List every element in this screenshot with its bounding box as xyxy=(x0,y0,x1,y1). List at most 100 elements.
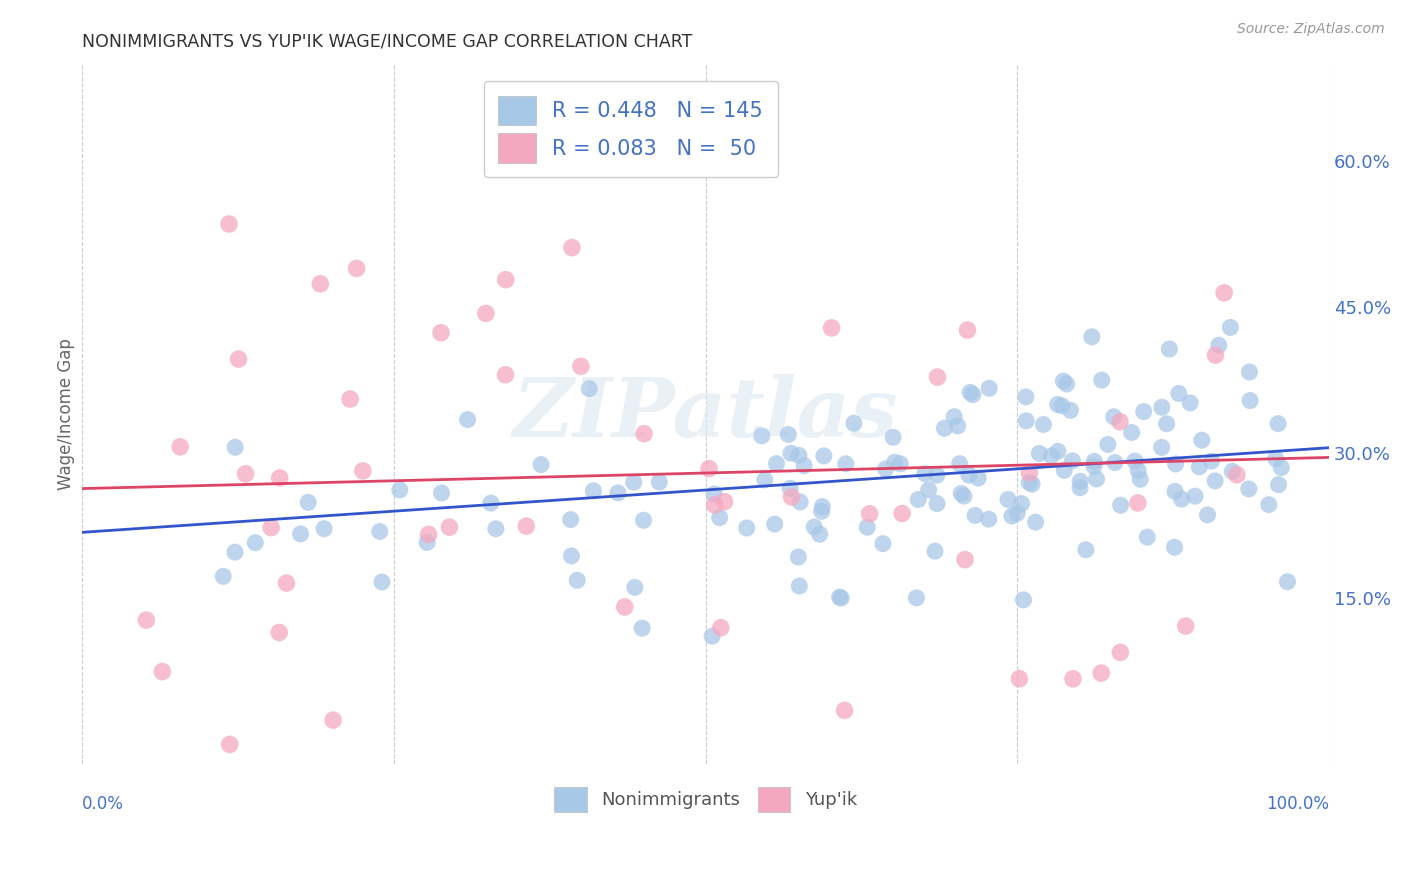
Point xyxy=(765,457,787,471)
Point xyxy=(290,527,312,541)
Point xyxy=(1015,414,1038,428)
Point xyxy=(1201,454,1223,468)
Text: ZIPatlas: ZIPatlas xyxy=(513,374,898,454)
Point xyxy=(962,387,984,401)
Point xyxy=(224,545,246,559)
Point xyxy=(834,703,856,717)
Point xyxy=(1046,444,1069,458)
Point xyxy=(780,490,803,504)
Point xyxy=(515,519,537,533)
Point xyxy=(416,535,439,549)
Point xyxy=(169,440,191,454)
Point xyxy=(763,517,786,532)
Point xyxy=(808,527,831,541)
Text: NONIMMIGRANTS VS YUP'IK WAGE/INCOME GAP CORRELATION CHART: NONIMMIGRANTS VS YUP'IK WAGE/INCOME GAP … xyxy=(82,33,693,51)
Point xyxy=(820,321,842,335)
Point xyxy=(813,449,835,463)
Point xyxy=(245,535,267,549)
Point xyxy=(1237,482,1260,496)
Point xyxy=(1062,672,1084,686)
Point xyxy=(495,368,517,382)
Point xyxy=(1150,401,1173,415)
Point xyxy=(949,457,972,471)
Point xyxy=(1097,437,1119,451)
Point xyxy=(956,323,979,337)
Point xyxy=(495,273,517,287)
Point xyxy=(1159,342,1181,356)
Point xyxy=(346,261,368,276)
Point xyxy=(780,446,803,460)
Point xyxy=(997,492,1019,507)
Point xyxy=(1126,496,1149,510)
Point xyxy=(582,483,605,498)
Point xyxy=(1015,390,1038,404)
Point xyxy=(778,427,800,442)
Point xyxy=(1226,467,1249,482)
Point xyxy=(631,621,654,635)
Point xyxy=(457,412,479,426)
Point xyxy=(567,574,589,588)
Point xyxy=(1074,542,1097,557)
Point xyxy=(1021,477,1043,491)
Point xyxy=(560,549,582,563)
Point xyxy=(891,507,914,521)
Point xyxy=(388,483,411,497)
Point xyxy=(927,370,949,384)
Point xyxy=(883,455,905,469)
Point xyxy=(1046,397,1069,411)
Point xyxy=(1028,446,1050,460)
Point xyxy=(803,520,825,534)
Point xyxy=(368,524,391,539)
Point xyxy=(905,591,928,605)
Point xyxy=(561,241,583,255)
Point xyxy=(787,449,810,463)
Point xyxy=(751,429,773,443)
Point xyxy=(787,549,810,564)
Point xyxy=(1204,474,1226,488)
Point xyxy=(1267,477,1289,491)
Point xyxy=(1083,459,1105,474)
Point xyxy=(218,217,240,231)
Point xyxy=(925,497,948,511)
Point xyxy=(1239,365,1261,379)
Point xyxy=(314,522,336,536)
Point xyxy=(875,462,897,476)
Point xyxy=(703,498,725,512)
Point xyxy=(1132,404,1154,418)
Point xyxy=(352,464,374,478)
Point xyxy=(1277,574,1299,589)
Point xyxy=(269,625,291,640)
Point xyxy=(1264,451,1286,466)
Point xyxy=(842,416,865,430)
Point xyxy=(1091,373,1114,387)
Point xyxy=(872,537,894,551)
Point xyxy=(918,483,941,497)
Point xyxy=(1270,460,1292,475)
Point xyxy=(1213,285,1236,300)
Point xyxy=(1174,619,1197,633)
Point xyxy=(1083,454,1105,468)
Point xyxy=(1032,417,1054,432)
Point xyxy=(430,326,453,340)
Point xyxy=(793,458,815,473)
Point xyxy=(1109,498,1132,512)
Point xyxy=(856,520,879,534)
Point xyxy=(1197,508,1219,522)
Point xyxy=(633,513,655,527)
Point xyxy=(1208,338,1230,352)
Point xyxy=(633,426,655,441)
Point xyxy=(925,468,948,483)
Point xyxy=(789,495,811,509)
Point xyxy=(1109,645,1132,659)
Point xyxy=(1128,464,1150,478)
Legend: Nonimmigrants, Yup'ik: Nonimmigrants, Yup'ik xyxy=(541,774,870,825)
Point xyxy=(1267,417,1289,431)
Point xyxy=(907,492,929,507)
Point xyxy=(1170,492,1192,507)
Point xyxy=(371,575,394,590)
Point xyxy=(430,486,453,500)
Point xyxy=(648,475,671,489)
Point xyxy=(560,513,582,527)
Point xyxy=(835,457,858,471)
Point xyxy=(135,613,157,627)
